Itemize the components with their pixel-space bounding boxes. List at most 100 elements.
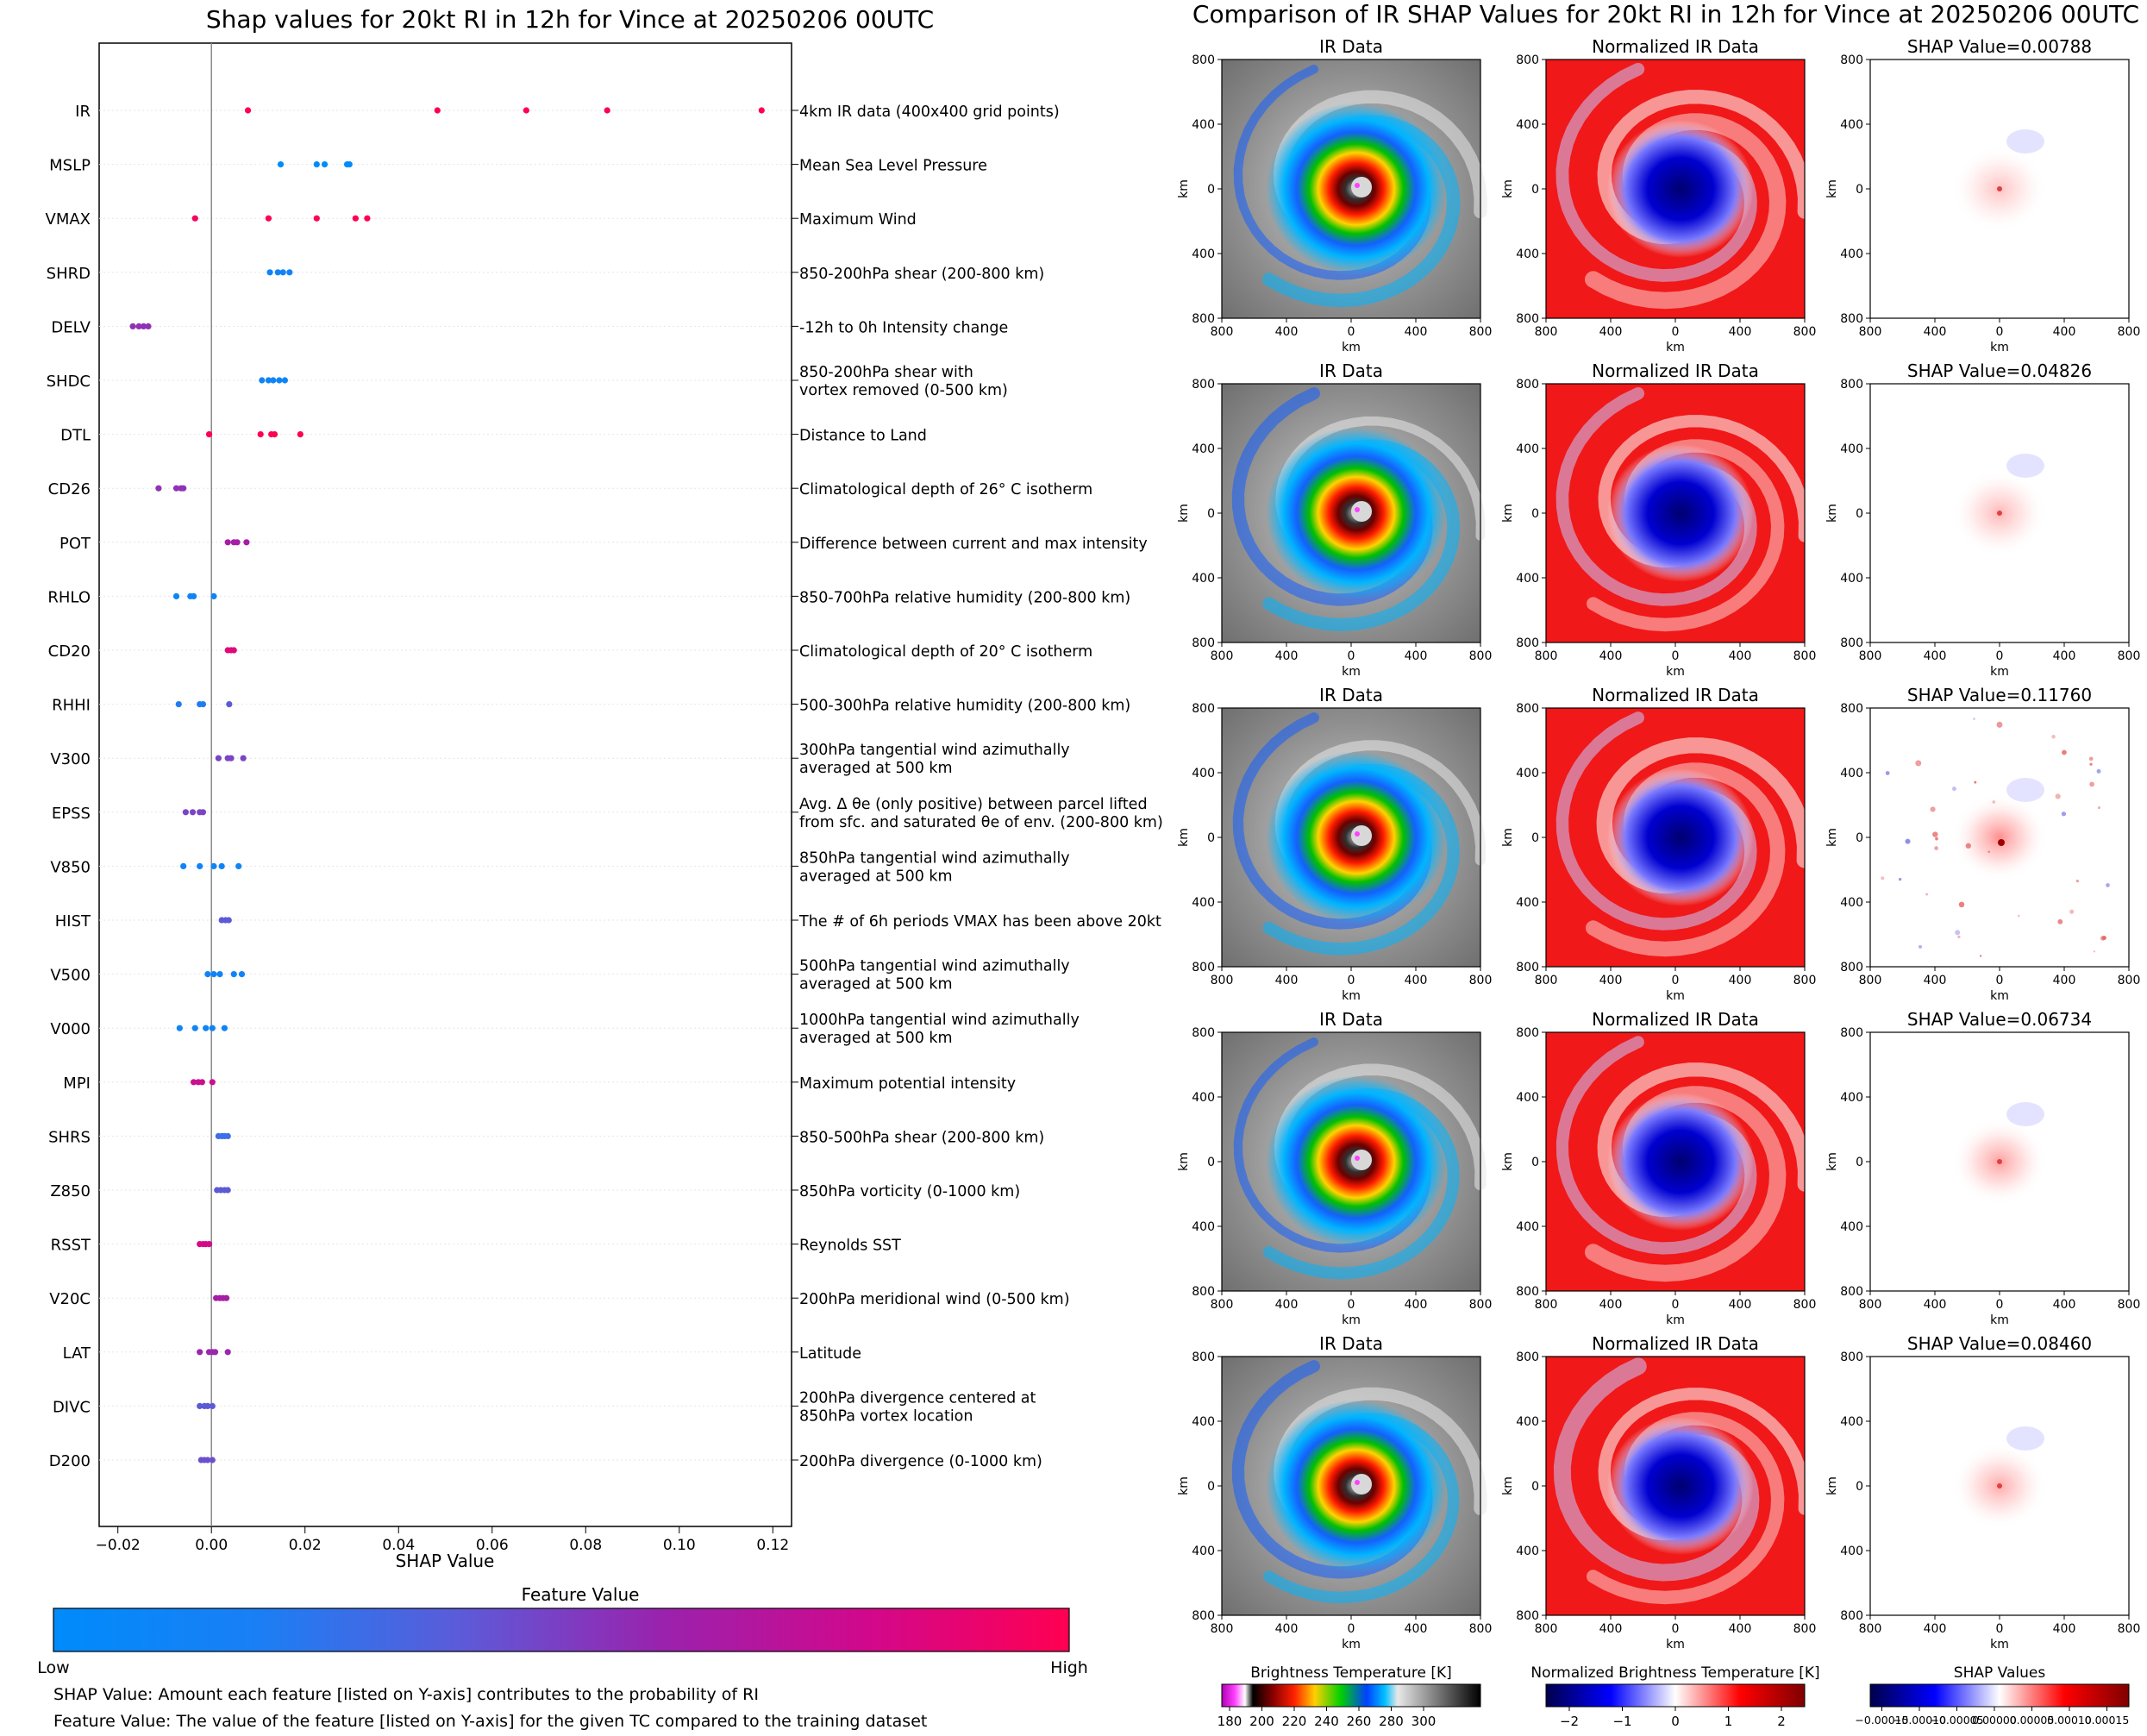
panel-x-tick-label: 800 (2118, 325, 2141, 339)
feature-label-mslp: MSLP (49, 157, 91, 175)
panel-y-tick-label: 400 (1516, 1220, 1539, 1234)
panel-x-tick-label: 0 (1348, 325, 1355, 339)
eye-marker (1355, 1480, 1360, 1485)
x-tick-label: 0.12 (756, 1537, 789, 1554)
shap-negative-region (2006, 1102, 2044, 1126)
panel-y-tick-label: 800 (1192, 312, 1215, 326)
shap-speckle (2057, 918, 2063, 924)
feature-label-v300: V300 (50, 750, 91, 768)
panel-y-tick-label: 400 (1516, 767, 1539, 780)
x-tick-label: 0.10 (663, 1537, 696, 1554)
panel-y-tick-label: 800 (1192, 53, 1215, 67)
panel-y-tick-label: 800 (1840, 53, 1863, 67)
panel-y-axis-label: km (1825, 828, 1839, 847)
shap-point-shrs (224, 1132, 231, 1139)
colorbar-tick-label: 2 (1777, 1714, 1786, 1729)
panel-y-tick-label: 0 (1856, 1156, 1863, 1169)
panel-x-tick-label: 0 (1348, 649, 1355, 663)
shap-peak (1997, 1483, 2002, 1488)
normalized-temperature-colorbar: Normalized Brightness Temperature [K] −2 −… (1530, 1664, 1819, 1729)
shap-speckle (1925, 893, 1929, 896)
shap-speckle (1918, 944, 1923, 949)
shap-point-dtl (205, 431, 213, 438)
shap-point-shdc (281, 377, 288, 384)
shap-point-v300 (215, 755, 222, 761)
colorbar-tick-label: 260 (1347, 1714, 1372, 1729)
colorbar-tick-label: 200 (1249, 1714, 1274, 1729)
panel-y-tick-label: 400 (1840, 896, 1863, 910)
shap-point-rsst (205, 1241, 213, 1248)
norm-storm-core (1607, 444, 1754, 582)
feature-description-mslp: Mean Sea Level Pressure (799, 158, 987, 175)
panel-y-tick-label: 400 (1516, 1545, 1539, 1558)
brightness-temperature-colorbar: Brightness Temperature [K] 180 200 220 240 26… (1217, 1664, 1481, 1729)
panel-y-tick-label: 400 (1516, 1415, 1539, 1429)
feature-label-shrd: SHRD (47, 265, 91, 283)
panel-title: Normalized IR Data (1592, 1333, 1759, 1354)
panel-x-axis-label: km (1666, 1313, 1685, 1327)
panel-y-axis-label: km (1177, 1476, 1191, 1495)
eye (1351, 1474, 1372, 1495)
feature-label-ir: IR (75, 103, 91, 121)
panel-y-axis-label: km (1177, 828, 1191, 847)
feature-description-cd26: Climatological depth of 26° C isotherm (799, 481, 1092, 498)
shap-point-vmax (364, 215, 371, 222)
panel-y-tick-label: 800 (1516, 1351, 1539, 1364)
panel-x-axis-label: km (1342, 1313, 1361, 1327)
panel-y-tick-label: 800 (1840, 636, 1863, 650)
panel-x-tick-label: 400 (2053, 325, 2076, 339)
x-tick-label: 0.06 (476, 1537, 509, 1554)
x-tick-label: 0.04 (382, 1537, 415, 1554)
norm-storm-core (1607, 120, 1754, 258)
panel-y-tick-label: 400 (1840, 248, 1863, 261)
shap-speckle (2106, 883, 2110, 887)
shap-point-v20c (222, 1294, 230, 1301)
shap-summary-axes: IR MSLP VMAX SHRD DELV SHDC DTL CD26 POT RHLO CD20… (46, 42, 1163, 1571)
panel-x-axis-label: km (1666, 341, 1685, 354)
shap-point-mslp (313, 161, 320, 168)
shap-point-v000 (176, 1025, 183, 1031)
panel-y-tick-label: 800 (1192, 1351, 1215, 1364)
shap-speckle (2088, 756, 2094, 761)
panel-x-tick-label: 800 (1211, 325, 1234, 339)
panel-y-tick-label: 0 (1531, 1480, 1539, 1494)
panel-x-tick-label: 400 (1729, 1622, 1752, 1636)
panel-x-tick-label: 800 (1535, 1622, 1558, 1636)
shap-point-shrd (266, 269, 273, 276)
panel-y-tick-label: 400 (1516, 896, 1539, 910)
feature-description-d200: 200hPa divergence (0-1000 km) (799, 1453, 1042, 1470)
panel-x-tick-label: 0 (1348, 974, 1355, 987)
shap-negative-region (2006, 454, 2044, 478)
shap-speckle (2100, 936, 2106, 941)
panel-x-tick-label: 800 (1793, 1298, 1817, 1312)
colorbar-title: Feature Value (522, 1584, 640, 1605)
shap-point-shdc (265, 377, 272, 384)
colorbar-label: SHAP Values (1954, 1664, 2046, 1682)
panel-y-tick-label: 800 (1192, 378, 1215, 392)
colorbar-tick-label: 280 (1379, 1714, 1404, 1729)
shap-hotspot (1952, 794, 2047, 881)
shap-speckle (1932, 831, 1938, 837)
colorbar-bar (1869, 1683, 2130, 1708)
feature-label-v850: V850 (50, 858, 91, 876)
panel-x-tick-label: 0 (1672, 1622, 1680, 1636)
shap-point-vmax (313, 215, 320, 222)
shap-speckle (1951, 787, 1956, 792)
panel-x-tick-label: 400 (1405, 974, 1428, 987)
panel-y-tick-label: 800 (1192, 636, 1215, 650)
x-axis-label: SHAP Value (396, 1551, 495, 1571)
panel-y-tick-label: 400 (1516, 248, 1539, 261)
panel-x-tick-label: 0 (1672, 1298, 1680, 1312)
panel-x-axis-label: km (1990, 989, 2009, 1003)
panel-x-tick-label: 800 (2118, 1298, 2141, 1312)
panel-y-tick-label: 800 (1516, 1285, 1539, 1299)
panel-x-tick-label: 800 (1469, 1298, 1493, 1312)
panel-y-tick-label: 400 (1192, 248, 1215, 261)
panel-y-tick-label: 400 (1192, 896, 1215, 910)
panel-x-axis-label: km (1666, 989, 1685, 1003)
shap-point-dtl (257, 431, 264, 438)
panel-x-tick-label: 0 (1672, 649, 1680, 663)
panel-x-tick-label: 0 (1348, 1622, 1355, 1636)
shap-point-pot (243, 539, 250, 546)
shap-point-cd26 (155, 485, 162, 492)
